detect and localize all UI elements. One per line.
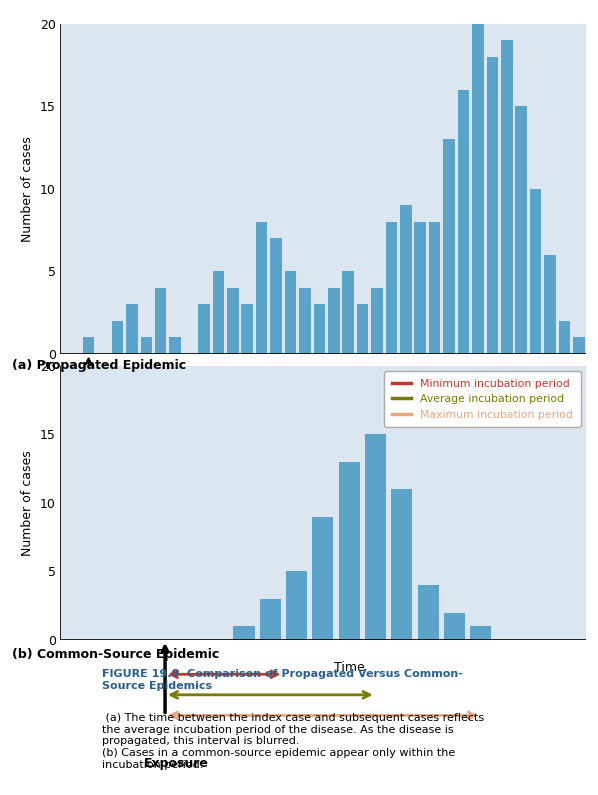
Text: Time: Time xyxy=(334,661,365,673)
Bar xyxy=(155,288,166,354)
Bar xyxy=(417,585,439,640)
Bar xyxy=(501,41,512,354)
Y-axis label: Number of cases: Number of cases xyxy=(21,136,34,242)
Bar xyxy=(285,271,296,354)
Bar xyxy=(141,337,152,354)
Bar xyxy=(365,434,386,640)
Text: (a) Propagated Epidemic: (a) Propagated Epidemic xyxy=(12,359,186,372)
Bar xyxy=(371,288,383,354)
Bar xyxy=(457,90,469,354)
Bar xyxy=(338,462,360,640)
Text: Index
case: Index case xyxy=(74,406,104,429)
Y-axis label: Number of cases: Number of cases xyxy=(21,450,34,556)
Text: (a) The time between the index case and subsequent cases reflects
the average in: (a) The time between the index case and … xyxy=(102,713,484,770)
Bar xyxy=(386,222,397,354)
Bar xyxy=(198,304,210,354)
Text: FIGURE 19.9  Comparison of Propagated Versus Common-
Source Epidemics: FIGURE 19.9 Comparison of Propagated Ver… xyxy=(102,669,462,691)
Bar xyxy=(169,337,181,354)
Bar xyxy=(487,57,498,354)
Bar xyxy=(299,288,311,354)
Bar xyxy=(515,107,527,354)
Bar xyxy=(470,626,492,640)
Bar xyxy=(343,271,354,354)
Bar xyxy=(227,288,239,354)
Bar xyxy=(83,337,94,354)
Bar xyxy=(312,517,334,640)
Bar xyxy=(443,139,455,354)
Bar xyxy=(256,222,267,354)
Text: Exposure: Exposure xyxy=(144,757,209,770)
Bar xyxy=(213,271,224,354)
Bar xyxy=(544,254,556,354)
Bar xyxy=(233,626,255,640)
Text: Time: Time xyxy=(347,390,378,403)
Bar xyxy=(559,320,570,354)
Bar xyxy=(573,337,585,354)
Bar xyxy=(530,189,541,354)
Text: Average
incubation
period: Average incubation period xyxy=(139,392,198,425)
Bar xyxy=(242,304,253,354)
Bar xyxy=(328,288,340,354)
Bar xyxy=(429,222,440,354)
Bar xyxy=(444,612,465,640)
Bar xyxy=(126,304,138,354)
Bar xyxy=(400,205,411,354)
Bar xyxy=(391,489,413,640)
Text: (b) Common-Source Epidemic: (b) Common-Source Epidemic xyxy=(12,648,219,661)
Bar xyxy=(260,599,281,640)
Legend: Minimum incubation period, Average incubation period, Maximum incubation period: Minimum incubation period, Average incub… xyxy=(385,371,581,427)
Bar xyxy=(270,238,282,354)
Bar xyxy=(286,572,307,640)
Bar xyxy=(472,24,484,354)
Bar xyxy=(112,320,123,354)
Bar xyxy=(357,304,368,354)
Bar xyxy=(313,304,325,354)
Bar xyxy=(414,222,426,354)
